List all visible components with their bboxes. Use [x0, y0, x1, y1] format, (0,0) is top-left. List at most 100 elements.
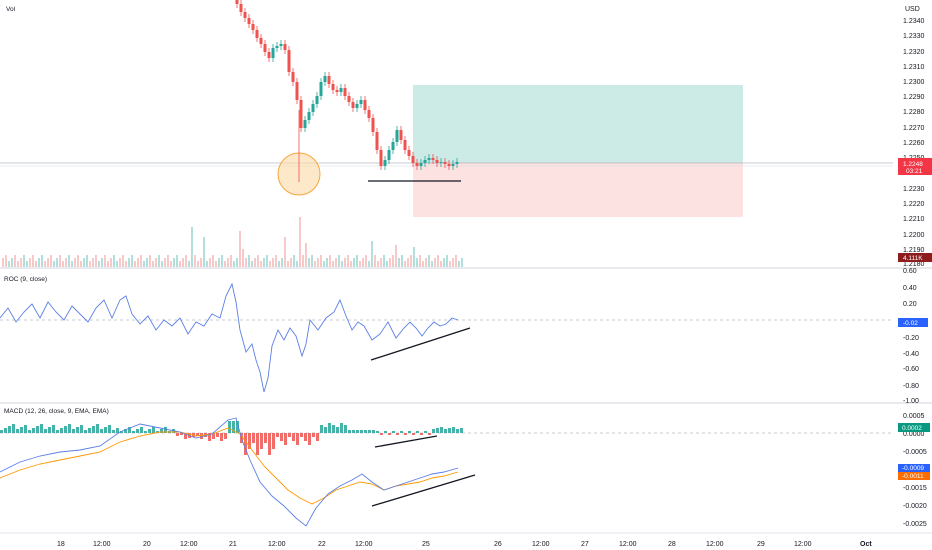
volume-bar: [116, 261, 118, 267]
signal-line: [0, 427, 459, 505]
macd-hist-bar: [336, 427, 339, 433]
roc-value-tag: [898, 318, 928, 327]
macd-hist-bar: [112, 430, 115, 433]
macd-hist-bar: [124, 429, 127, 433]
macd-hist-divergence-line[interactable]: [374, 435, 438, 448]
macd-hist-bar: [68, 424, 71, 433]
volume-bar: [302, 255, 304, 267]
volume-bar: [431, 261, 433, 267]
candle-body: [447, 164, 451, 166]
time-label: 12:00: [794, 541, 812, 548]
stop-zone[interactable]: [413, 163, 743, 217]
macd-hist-bar: [12, 424, 15, 433]
price-axis[interactable]: 1.2340 1.2330 1.2320 1.2310 1.2300 1.229…: [903, 18, 925, 268]
volume-bar: [236, 258, 238, 267]
volume-bar: [359, 261, 361, 267]
volume-bar: [65, 258, 67, 267]
candle-body: [327, 76, 331, 84]
candle-body: [287, 50, 291, 72]
macd-divergence-line[interactable]: [371, 474, 476, 507]
time-label: 25: [422, 541, 430, 548]
volume-bar: [17, 261, 19, 267]
volume-bar: [392, 255, 394, 267]
macd-hist-bar: [72, 429, 75, 433]
macd-hist-bar: [148, 429, 151, 433]
volume-bar: [452, 258, 454, 267]
macd-hist-bar: [96, 424, 99, 433]
time-axis[interactable]: 18 12:00 20 12:00 21 12:00 22 12:00 25 2…: [57, 541, 872, 548]
time-label: 12:00: [532, 541, 550, 548]
volume-bar: [407, 258, 409, 267]
volume-bar: [131, 255, 133, 267]
candle-body: [423, 160, 427, 163]
volume-bar: [245, 258, 247, 267]
macd-hist-bar: [428, 433, 431, 435]
macd-hist-bar: [276, 433, 279, 437]
roc-title[interactable]: ROC (9, close): [4, 276, 47, 283]
macd-hist-bar: [284, 433, 287, 445]
volume-bar: [251, 261, 253, 267]
candle-body: [291, 72, 295, 82]
candle-body: [263, 44, 267, 52]
macd-hist-bar: [440, 427, 443, 433]
macd-hist-bar: [136, 429, 139, 433]
candle-body: [379, 150, 383, 166]
roc-divergence-line[interactable]: [370, 327, 471, 361]
volume-bar: [362, 258, 364, 267]
volume-bar: [248, 255, 250, 267]
volume-label: Vol: [6, 6, 16, 13]
volume-bar: [449, 261, 451, 267]
candle-body: [387, 150, 391, 160]
macd-hist-bar: [220, 433, 223, 441]
roc-tick: 0.20: [903, 301, 917, 308]
candle-body: [343, 88, 347, 96]
candle-body: [395, 130, 399, 142]
volume-bar: [176, 255, 178, 267]
currency-label: USD: [905, 6, 920, 13]
roc-axis[interactable]: 0.60 0.40 0.20 -0.20 -0.40 -0.60 -0.80 -…: [903, 268, 919, 405]
volume-bar: [140, 255, 142, 267]
volume-bar: [401, 255, 403, 267]
macd-hist-bar: [92, 426, 95, 433]
candle-body: [419, 163, 423, 166]
macd-hist-bar: [248, 433, 251, 449]
volume-bar: [113, 255, 115, 267]
candle-body: [303, 120, 307, 128]
macd-hist-bar: [292, 433, 295, 441]
macd-hist-bar: [80, 425, 83, 433]
candle-body: [311, 104, 315, 112]
volume-bar: [221, 255, 223, 267]
macd-axis[interactable]: 0.0005 0.0000 -0.0005 -0.0015 -0.0020 -0…: [903, 413, 927, 528]
macd-hist-bar: [196, 433, 199, 436]
volume-bar: [350, 261, 352, 267]
candle-body: [431, 158, 435, 160]
target-zone[interactable]: [413, 85, 743, 163]
macd-hist-bar: [120, 431, 123, 433]
price-tick: 1.2230: [903, 186, 925, 193]
macd-hist-bar: [180, 433, 183, 435]
volume-bar: [209, 258, 211, 267]
volume-bar: [341, 261, 343, 267]
macd-hist-bar: [364, 430, 367, 433]
volume-bar: [104, 255, 106, 267]
volume-bars: [2, 217, 463, 267]
volume-bar: [389, 258, 391, 267]
macd-hist-bar: [408, 431, 411, 433]
macd-hist-bar: [52, 425, 55, 433]
macd-hist-bar: [156, 431, 159, 433]
macd-title[interactable]: MACD (12, 26, close, 9, EMA, EMA): [4, 408, 109, 415]
candlesticks: [235, 0, 459, 182]
candle-body: [331, 84, 335, 90]
volume-bar: [200, 258, 202, 267]
volume-bar: [311, 255, 313, 267]
macd-hist-bar: [256, 433, 259, 455]
volume-bar: [269, 261, 271, 267]
macd-hist-bar: [316, 433, 319, 441]
volume-bar: [353, 258, 355, 267]
candle-body: [415, 163, 419, 166]
volume-bar: [11, 258, 13, 267]
candle-body: [427, 158, 431, 160]
macd-hist-bar: [0, 430, 3, 433]
